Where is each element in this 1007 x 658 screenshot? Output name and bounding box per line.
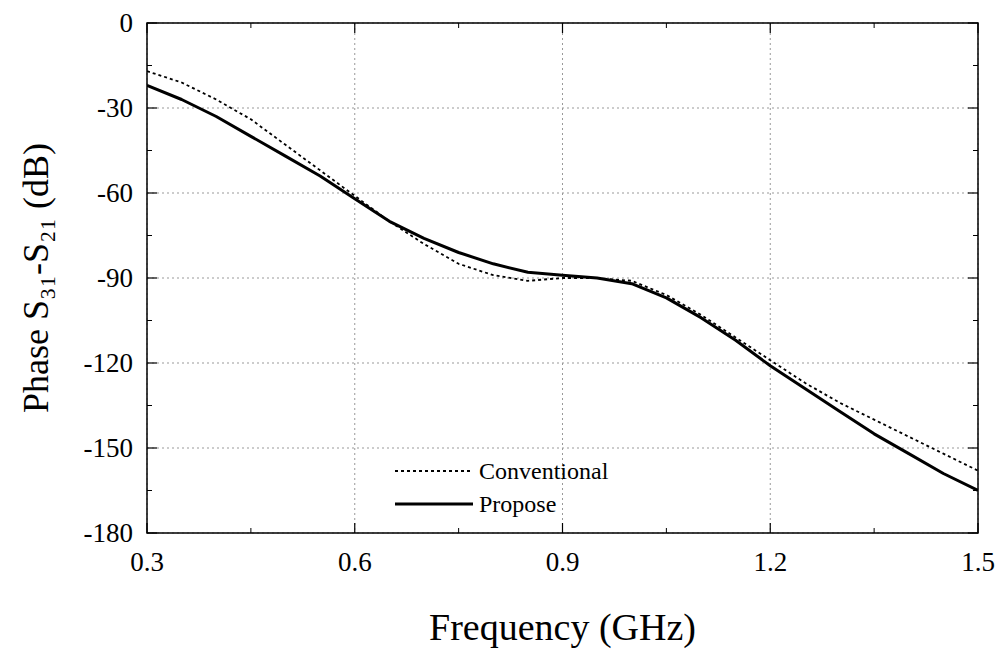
legend-label: Conventional bbox=[479, 458, 609, 484]
y-tick-label: 0 bbox=[120, 8, 134, 38]
legend: Conventional Propose bbox=[395, 458, 609, 517]
x-tick-label: 0.6 bbox=[338, 547, 372, 577]
y-tick bbox=[968, 447, 978, 448]
y-tick-label: -90 bbox=[97, 263, 133, 293]
plot-frame bbox=[147, 23, 978, 533]
y-grid-line bbox=[147, 363, 978, 364]
plot-area bbox=[147, 71, 978, 490]
y-grid-line bbox=[147, 193, 978, 194]
background bbox=[0, 0, 1007, 658]
legend-swatch bbox=[395, 503, 473, 506]
x-tick bbox=[770, 23, 771, 33]
x-tick bbox=[562, 23, 563, 33]
y-tick-label: -150 bbox=[84, 433, 134, 463]
x-tick bbox=[770, 523, 771, 533]
y-tick-label: -30 bbox=[97, 93, 133, 123]
x-tick bbox=[354, 523, 355, 533]
y-tick bbox=[147, 362, 157, 363]
y-grid-line bbox=[147, 108, 978, 109]
x-tick-label: 0.9 bbox=[546, 547, 580, 577]
x-tick-label: 0.3 bbox=[130, 547, 164, 577]
ticks bbox=[147, 23, 978, 533]
y-tick bbox=[968, 192, 978, 193]
x-axis-title: Frequency (GHz) bbox=[429, 606, 696, 649]
y-tick-label: -60 bbox=[97, 178, 133, 208]
y-axis-title: Phase S₃₁-S₂₁ (dB) bbox=[16, 143, 56, 413]
y-tick bbox=[147, 447, 157, 448]
x-grid-line bbox=[770, 23, 771, 533]
grid bbox=[147, 23, 978, 533]
x-tick-label: 1.2 bbox=[753, 547, 787, 577]
y-tick-label: -120 bbox=[84, 348, 134, 378]
y-tick bbox=[147, 277, 157, 278]
y-tick bbox=[147, 107, 157, 108]
x-tick bbox=[354, 23, 355, 33]
x-tick bbox=[562, 523, 563, 533]
x-tick-label: 1.5 bbox=[961, 547, 995, 577]
legend-label: Propose bbox=[479, 491, 556, 517]
y-tick-label: -180 bbox=[84, 518, 134, 548]
y-grid-line bbox=[147, 448, 978, 449]
y-tick bbox=[968, 107, 978, 108]
x-grid-line bbox=[354, 23, 355, 533]
chart: 0.3 0.6 0.9 1.2 1.5 -180 -150 -120 -90 -60 -30 0 Con… bbox=[0, 0, 1007, 658]
legend-swatch bbox=[395, 470, 473, 472]
y-tick bbox=[968, 277, 978, 278]
series-line bbox=[147, 85, 978, 490]
y-tick bbox=[147, 192, 157, 193]
y-tick bbox=[968, 362, 978, 363]
series-line bbox=[147, 71, 978, 471]
